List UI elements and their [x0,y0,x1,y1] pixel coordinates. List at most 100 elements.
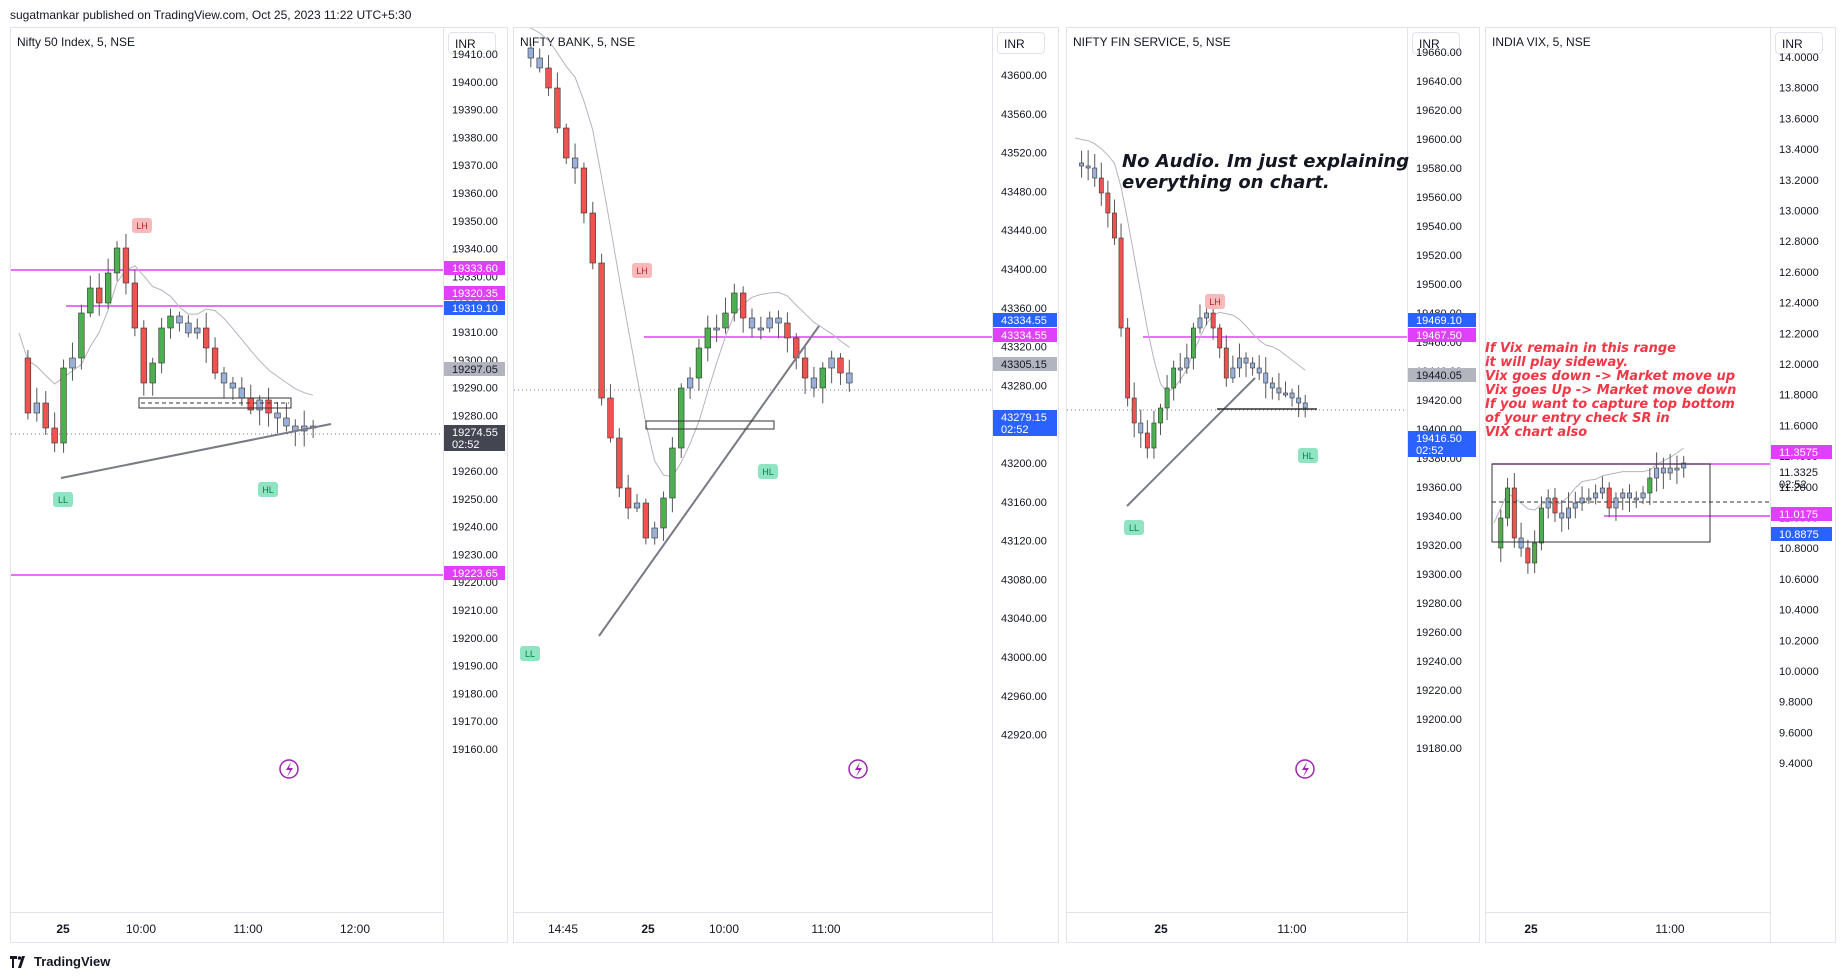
candle-body [96,287,103,304]
price-tick-label: 43400.00 [1001,264,1047,276]
candle-body [1177,367,1183,371]
candle-body [1250,362,1256,369]
candlestick-plot[interactable]: LH LL HL [514,28,992,914]
swing-marker-label: LH [636,266,648,276]
price-tick-label: 19660.00 [1416,47,1462,59]
candle-body [33,402,40,414]
candle-body [1566,507,1571,519]
candle-body [140,327,147,384]
currency-button[interactable]: INR [448,32,496,54]
price-tick-label: 19240.00 [1416,656,1462,668]
price-label-text: 10.8875 [1779,529,1819,541]
time-axis[interactable]: 25 10:00 11:00 12:00 [11,912,443,942]
price-tick-label: 13.2000 [1779,175,1819,187]
candle-body [1184,357,1190,369]
chart-panel-niftybank[interactable]: NIFTY BANK, 5, NSE LH LL HL INR 43600.00 43… [513,27,1059,943]
price-tick-label: 43360.00 [1001,303,1047,315]
countdown-text: 02:52 [1001,424,1029,436]
candle-body [1243,357,1249,364]
price-label-badge [1408,328,1476,342]
candle-body [810,377,818,389]
candle-body [185,322,192,334]
candle-body [580,167,588,214]
price-scale[interactable]: INR 43600.00 43560.00 43520.00 43480.00 4344… [992,28,1057,942]
candle-body [695,347,703,379]
price-scale[interactable]: INR 19660.00 19640.00 19620.00 19600.00 1958… [1407,28,1476,942]
price-tick-label: 43120.00 [1001,536,1047,548]
price-label-text: 43334.55 [1001,315,1047,327]
price-tick-label: 19240.00 [452,522,498,534]
price-tick-label: 43040.00 [1001,613,1047,625]
currency-button[interactable]: INR [1775,32,1823,54]
currency-button[interactable]: INR [1412,32,1460,54]
candle-body [1302,402,1308,409]
price-tick-label: 19640.00 [1416,76,1462,88]
price-scale[interactable]: INR 14.0000 13.8000 13.6000 13.4000 13.2000 1… [1770,28,1835,942]
price-tick-label: 9.6000 [1779,727,1813,739]
trend-line [598,325,820,637]
footer-brand[interactable]: TradingView [10,954,110,969]
annotation-note-black[interactable]: No Audio. Im just explaining everything … [1122,151,1422,193]
brand-name: TradingView [34,954,111,969]
price-tick-label: 19280.00 [1416,598,1462,610]
symbol-title[interactable]: INDIA VIX, 5, NSE [1492,35,1591,49]
price-tick-label: 19390.00 [452,105,498,117]
swing-marker-label: LL [58,495,68,505]
symbol-title[interactable]: NIFTY BANK, 5, NSE [520,35,636,49]
time-axis[interactable]: 14:45 25 10:00 11:00 [514,912,992,942]
annotation-note-red[interactable]: If Vix remain in this range it will play… [1485,342,1785,440]
candle-body [1606,487,1612,509]
moving-average-line [529,28,850,478]
candle-body [1640,492,1646,499]
candle-body [1579,497,1585,504]
price-label-badge [1408,313,1476,327]
price-tick-label: 43200.00 [1001,458,1047,470]
price-tick-label: 13.0000 [1779,206,1819,218]
chart-panel-indiavix[interactable]: INDIA VIX, 5, NSE INR 14.0000 13.8000 13.6… [1485,27,1836,943]
candle-body [1593,492,1599,499]
price-tick-label: 42920.00 [1001,730,1047,742]
price-label-text: 19467.50 [1416,330,1462,342]
lightning-bolt-icon [1302,762,1309,777]
candlestick-plot[interactable]: LH LL HL [1067,28,1407,914]
time-axis[interactable]: 25 11:00 [1067,912,1407,942]
symbol-title[interactable]: Nifty 50 Index, 5, NSE [17,35,136,49]
symbol-title[interactable]: NIFTY FIN SERVICE, 5, NSE [1073,35,1231,49]
candlestick-plot[interactable]: LH LL HL [11,28,443,914]
time-axis[interactable]: 25 11:00 [1486,912,1770,942]
swing-marker-label: LL [525,649,535,659]
candlestick-plot[interactable] [1486,28,1770,914]
candle-body [211,347,219,374]
candle-body [1586,497,1592,501]
price-tick-label: 9.8000 [1779,697,1813,709]
time-tick-label: 25 [641,922,655,936]
swing-marker-ll [1124,520,1144,535]
price-scale[interactable]: INR 19410.00 19400.00 19390.00 19380.00 1937… [443,28,508,942]
candle-body [1498,517,1504,549]
price-tick-label: 19400.00 [452,77,498,89]
candle-body [256,399,263,411]
swing-marker-label: HL [262,485,274,495]
candle-body [571,157,579,169]
candle-body [722,312,729,329]
annotation-line: If you want to capture top bottom [1485,397,1735,412]
chart-panel-finnifty[interactable]: NIFTY FIN SERVICE, 5, NSE LH LL HL INR 196… [1066,27,1480,943]
price-label-badge [444,362,505,376]
price-tick-label: 19230.00 [452,549,498,561]
lightning-icon [848,759,868,779]
swing-marker-lh [632,263,652,278]
candle-body [1085,165,1091,169]
price-label-badge [1771,527,1832,541]
candle-body [846,372,853,384]
moving-average-line [18,265,314,396]
lightning-bolt-icon [855,762,862,777]
candle-body [616,437,623,489]
price-tick-label: 19370.00 [452,160,498,172]
candle-body [229,382,237,389]
price-tick-label: 19290.00 [452,383,498,395]
price-tick-label: 19310.00 [452,327,498,339]
candle-body [238,387,245,399]
chart-panel-nifty50[interactable]: Nifty 50 Index, 5, NSE LH LL HL INR 19410.… [10,27,508,943]
currency-button[interactable]: INR [997,32,1045,54]
price-label-text: 43334.55 [1001,330,1047,342]
